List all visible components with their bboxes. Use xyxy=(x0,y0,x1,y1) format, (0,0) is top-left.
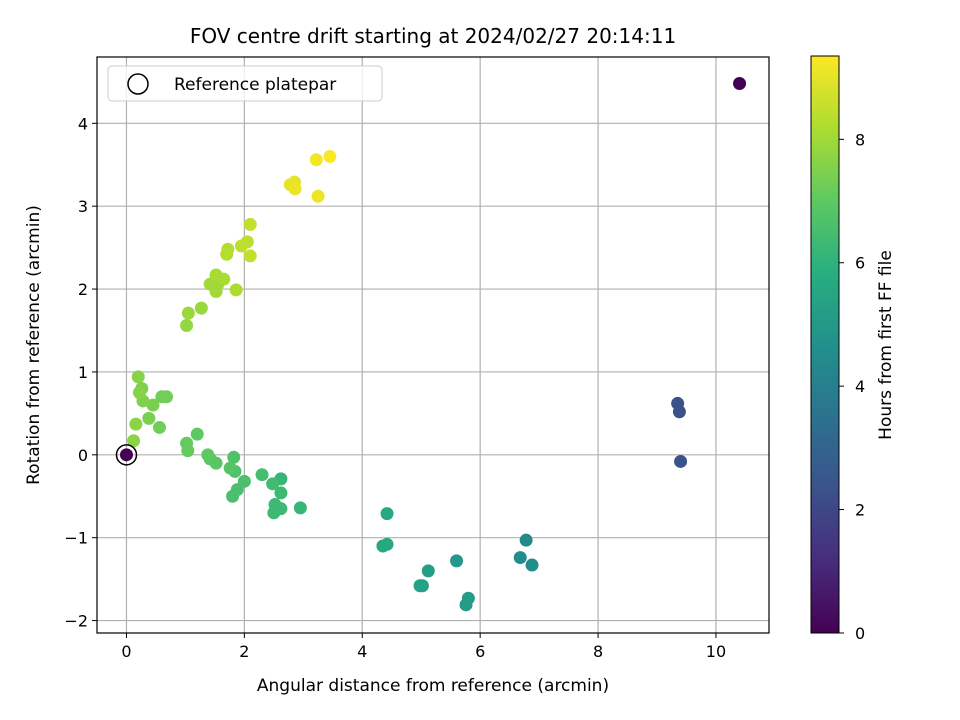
data-point xyxy=(127,434,141,448)
legend-box xyxy=(107,65,383,102)
data-point xyxy=(413,579,427,593)
legend: Reference platepar xyxy=(107,65,383,102)
data-point xyxy=(421,564,435,578)
x-tick-label: 8 xyxy=(593,642,603,661)
y-tick-label: 2 xyxy=(78,280,88,299)
y-axis-label: Rotation from reference (arcmin) xyxy=(24,205,44,485)
x-tick-label: 4 xyxy=(357,642,367,661)
legend-marker-open-circle xyxy=(127,73,149,95)
y-tick-label: 3 xyxy=(78,197,88,216)
data-point xyxy=(255,468,269,482)
data-point xyxy=(519,533,533,547)
data-point xyxy=(293,501,307,515)
data-point xyxy=(181,306,195,320)
data-points xyxy=(119,77,747,612)
plot-frame xyxy=(96,56,770,634)
data-point xyxy=(240,235,254,249)
data-point xyxy=(227,450,241,464)
data-point xyxy=(323,149,337,163)
data-point xyxy=(672,405,686,419)
data-point xyxy=(733,77,747,91)
data-point xyxy=(131,370,145,384)
colorbar: 0 2 4 6 8 Hours from first FF file xyxy=(810,55,896,643)
data-point xyxy=(146,398,160,412)
colorbar-label: Hours from first FF file xyxy=(876,250,896,440)
x-tick-label: 2 xyxy=(239,642,249,661)
x-tick-label: 10 xyxy=(706,642,726,661)
data-point xyxy=(513,551,527,565)
x-axis-ticks: 0 2 4 6 8 10 xyxy=(121,633,726,661)
data-point xyxy=(201,448,215,462)
data-point xyxy=(309,153,323,167)
colorbar-tick-label: 2 xyxy=(855,501,865,520)
data-point xyxy=(194,301,208,315)
data-point xyxy=(142,411,156,425)
reference-platepar-marker xyxy=(115,444,138,466)
colorbar-gradient xyxy=(811,56,839,633)
data-point xyxy=(223,461,237,475)
data-point xyxy=(274,486,288,500)
data-point xyxy=(243,217,257,231)
data-point xyxy=(152,420,166,434)
data-point xyxy=(450,554,464,568)
colorbar-ticks: 0 2 4 6 8 xyxy=(839,130,865,643)
data-point xyxy=(226,489,240,503)
grid xyxy=(97,57,769,633)
y-tick-label: 4 xyxy=(78,114,88,133)
y-axis-ticks: −2 −1 0 1 2 3 4 xyxy=(64,114,97,631)
data-point xyxy=(525,558,539,572)
chart-title: FOV centre drift starting at 2024/02/27 … xyxy=(190,24,676,48)
y-tick-label: −1 xyxy=(64,529,88,548)
data-point xyxy=(674,454,688,468)
x-axis-label: Angular distance from reference (arcmin) xyxy=(257,676,609,696)
colorbar-tick-label: 4 xyxy=(855,377,865,396)
data-point xyxy=(288,182,302,196)
data-point xyxy=(221,242,235,256)
colorbar-frame xyxy=(810,55,840,634)
x-tick-label: 0 xyxy=(121,642,131,661)
data-point xyxy=(376,539,390,553)
data-point xyxy=(311,189,325,203)
data-point xyxy=(180,436,194,450)
y-tick-label: −2 xyxy=(64,612,88,631)
legend-label: Reference platepar xyxy=(174,75,336,95)
data-point xyxy=(459,598,473,612)
data-point xyxy=(129,417,143,431)
x-tick-label: 6 xyxy=(475,642,485,661)
data-point xyxy=(243,249,257,263)
data-point xyxy=(229,283,243,297)
data-point xyxy=(180,319,194,333)
data-point xyxy=(266,477,280,491)
data-point xyxy=(190,427,204,441)
colorbar-tick-label: 0 xyxy=(855,624,865,643)
data-point xyxy=(155,390,169,404)
colorbar-tick-label: 8 xyxy=(855,130,865,149)
data-point xyxy=(380,507,394,521)
data-point xyxy=(267,506,281,520)
data-point xyxy=(132,386,146,400)
reference-marker xyxy=(115,444,138,466)
data-point xyxy=(217,272,231,286)
colorbar-tick-label: 6 xyxy=(855,254,865,273)
y-tick-label: 0 xyxy=(78,446,88,465)
data-point xyxy=(119,448,133,462)
y-tick-label: 1 xyxy=(78,363,88,382)
